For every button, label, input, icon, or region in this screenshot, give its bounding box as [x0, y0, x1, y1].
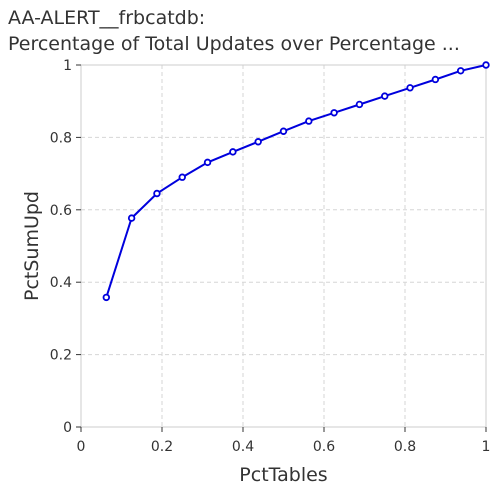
x-tick-label: 1 [482, 439, 491, 455]
y-tick-label: 0.6 [50, 203, 72, 219]
y-tick-label: 0 [63, 420, 72, 436]
x-tick-label: 0 [77, 439, 86, 455]
y-axis-label: PctSumUpd [21, 191, 43, 301]
x-axis-label: PctTables [239, 464, 327, 486]
data-point [381, 92, 389, 100]
y-tick-label: 0.2 [50, 348, 72, 364]
data-point [482, 61, 490, 69]
x-axis-ticks: 0 0.2 0.4 0.6 0.8 1 [77, 427, 491, 455]
data-point [305, 117, 313, 125]
data-point [456, 67, 465, 75]
x-tick-label: 0.2 [151, 439, 173, 455]
x-tick-label: 0.8 [394, 439, 416, 455]
data-point [153, 189, 161, 198]
x-tick-label: 0.6 [313, 439, 335, 455]
grid [81, 65, 486, 427]
data-point [102, 293, 111, 302]
y-axis-ticks: 0 0.2 0.4 0.6 0.8 1 [50, 58, 81, 436]
series-points [102, 61, 490, 302]
data-point [178, 173, 186, 181]
x-tick-label: 0.4 [232, 439, 254, 455]
data-point [127, 214, 136, 222]
data-point [203, 158, 212, 167]
data-point [431, 75, 440, 84]
series-line [105, 64, 487, 298]
y-tick-label: 1 [63, 58, 72, 74]
data-point [355, 100, 364, 109]
plot-area-frame [80, 64, 487, 428]
y-tick-label: 0.8 [50, 130, 72, 146]
data-point [229, 148, 237, 156]
data-point [330, 109, 338, 117]
chart-title-line-2: Percentage of Total Updates over Percent… [8, 33, 460, 55]
chart-title-line-1: AA-ALERT__frbcatdb: [8, 7, 206, 29]
data-point [279, 127, 288, 135]
data-point [406, 84, 414, 92]
data-point [254, 138, 262, 146]
y-tick-label: 0.4 [50, 275, 72, 291]
